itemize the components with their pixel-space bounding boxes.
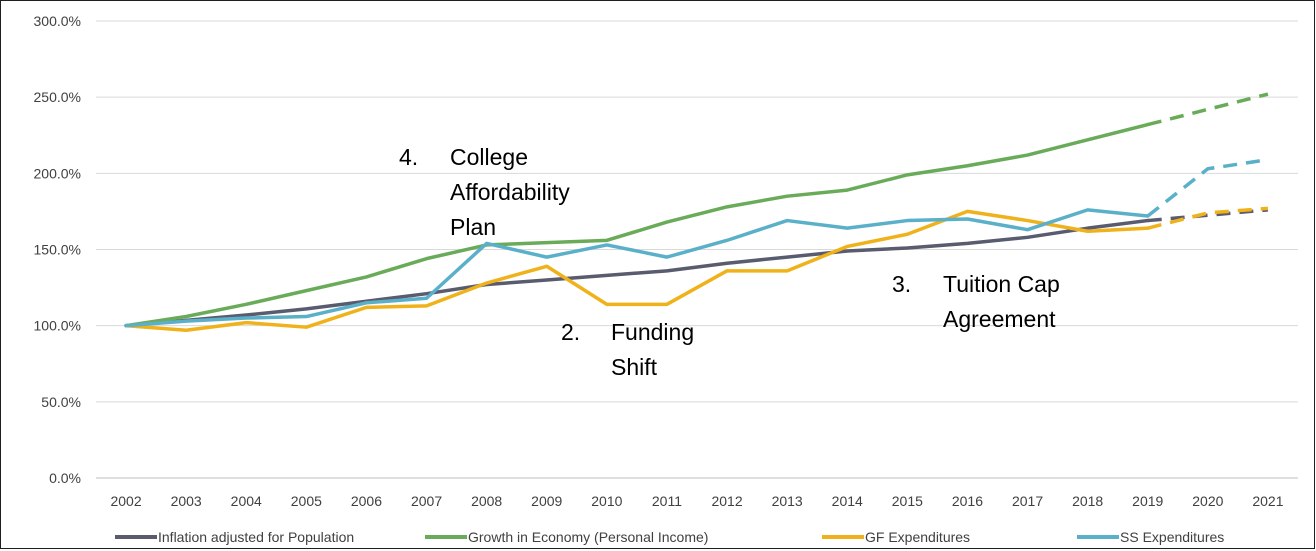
y-tick-label: 100.0% xyxy=(34,318,81,334)
annotation-tuition-number: 3. xyxy=(892,271,911,297)
x-tick-label: 2019 xyxy=(1132,493,1163,509)
annotation-tuition-line-1: Tuition Cap xyxy=(943,271,1060,297)
annotations: 4. College Affordability Plan 2. Funding… xyxy=(399,144,1060,380)
series-line-inflation xyxy=(124,218,1150,328)
series-line-gf xyxy=(124,209,1150,332)
x-tick-label: 2005 xyxy=(291,493,322,509)
x-tick-label: 2018 xyxy=(1072,493,1103,509)
series-projection-inflation xyxy=(1147,208,1269,223)
legend-label-economy: Growth in Economy (Personal Income) xyxy=(468,529,708,545)
y-tick-label: 0.0% xyxy=(49,470,81,486)
x-tick-label: 2004 xyxy=(231,493,262,509)
series-line-ss xyxy=(124,208,1150,328)
x-tick-label: 2013 xyxy=(772,493,803,509)
x-tick-label: 2003 xyxy=(171,493,202,509)
series-projection-ss xyxy=(1146,157,1269,218)
x-tick-label: 2010 xyxy=(591,493,622,509)
y-tick-label: 50.0% xyxy=(41,394,81,410)
x-tick-label: 2006 xyxy=(351,493,382,509)
legend-label-ss: SS Expenditures xyxy=(1120,529,1224,545)
series-lines xyxy=(124,92,1269,332)
annotation-funding-line-2: Shift xyxy=(611,354,658,380)
legend-label-inflation: Inflation adjusted for Population xyxy=(158,529,354,545)
annotation-funding-line-1: Funding xyxy=(611,319,694,345)
x-tick-label: 2012 xyxy=(711,493,742,509)
x-tick-label: 2009 xyxy=(531,493,562,509)
x-tick-label: 2008 xyxy=(471,493,502,509)
x-tick-label: 2011 xyxy=(652,493,682,509)
y-tick-label: 300.0% xyxy=(34,13,81,29)
legend: Inflation adjusted for Population Growth… xyxy=(115,529,1224,545)
y-tick-label: 250.0% xyxy=(34,89,81,105)
series-projection-gf xyxy=(1147,206,1269,230)
y-tick-label: 150.0% xyxy=(34,242,81,258)
annotation-college-number: 4. xyxy=(399,144,418,170)
annotation-college-line-3: Plan xyxy=(450,214,496,240)
annotation-college-line-2: Affordability xyxy=(450,179,570,205)
x-tick-label: 2016 xyxy=(952,493,983,509)
x-tick-label: 2014 xyxy=(832,493,863,509)
annotation-funding-number: 2. xyxy=(561,319,580,345)
x-tick-label: 2015 xyxy=(892,493,923,509)
x-tick-label: 2017 xyxy=(1012,493,1043,509)
legend-label-gf: GF Expenditures xyxy=(865,529,970,545)
annotation-tuition-line-2: Agreement xyxy=(943,306,1056,332)
series-projection-economy xyxy=(1147,92,1269,127)
x-tick-label: 2002 xyxy=(110,493,141,509)
x-axis-tick-labels: 2002 2003 2004 2005 2006 2007 2008 2009 2010 2011… xyxy=(110,493,1283,509)
y-axis-tick-labels: 0.0% 50.0% 100.0% 150.0% 200.0% 250.0% 300.0% xyxy=(34,13,81,486)
series-line-economy xyxy=(124,122,1150,328)
y-tick-label: 200.0% xyxy=(34,165,81,181)
x-tick-label: 2020 xyxy=(1192,493,1223,509)
annotation-college-line-1: College xyxy=(450,144,528,170)
x-tick-label: 2007 xyxy=(411,493,442,509)
x-tick-label: 2021 xyxy=(1252,493,1283,509)
